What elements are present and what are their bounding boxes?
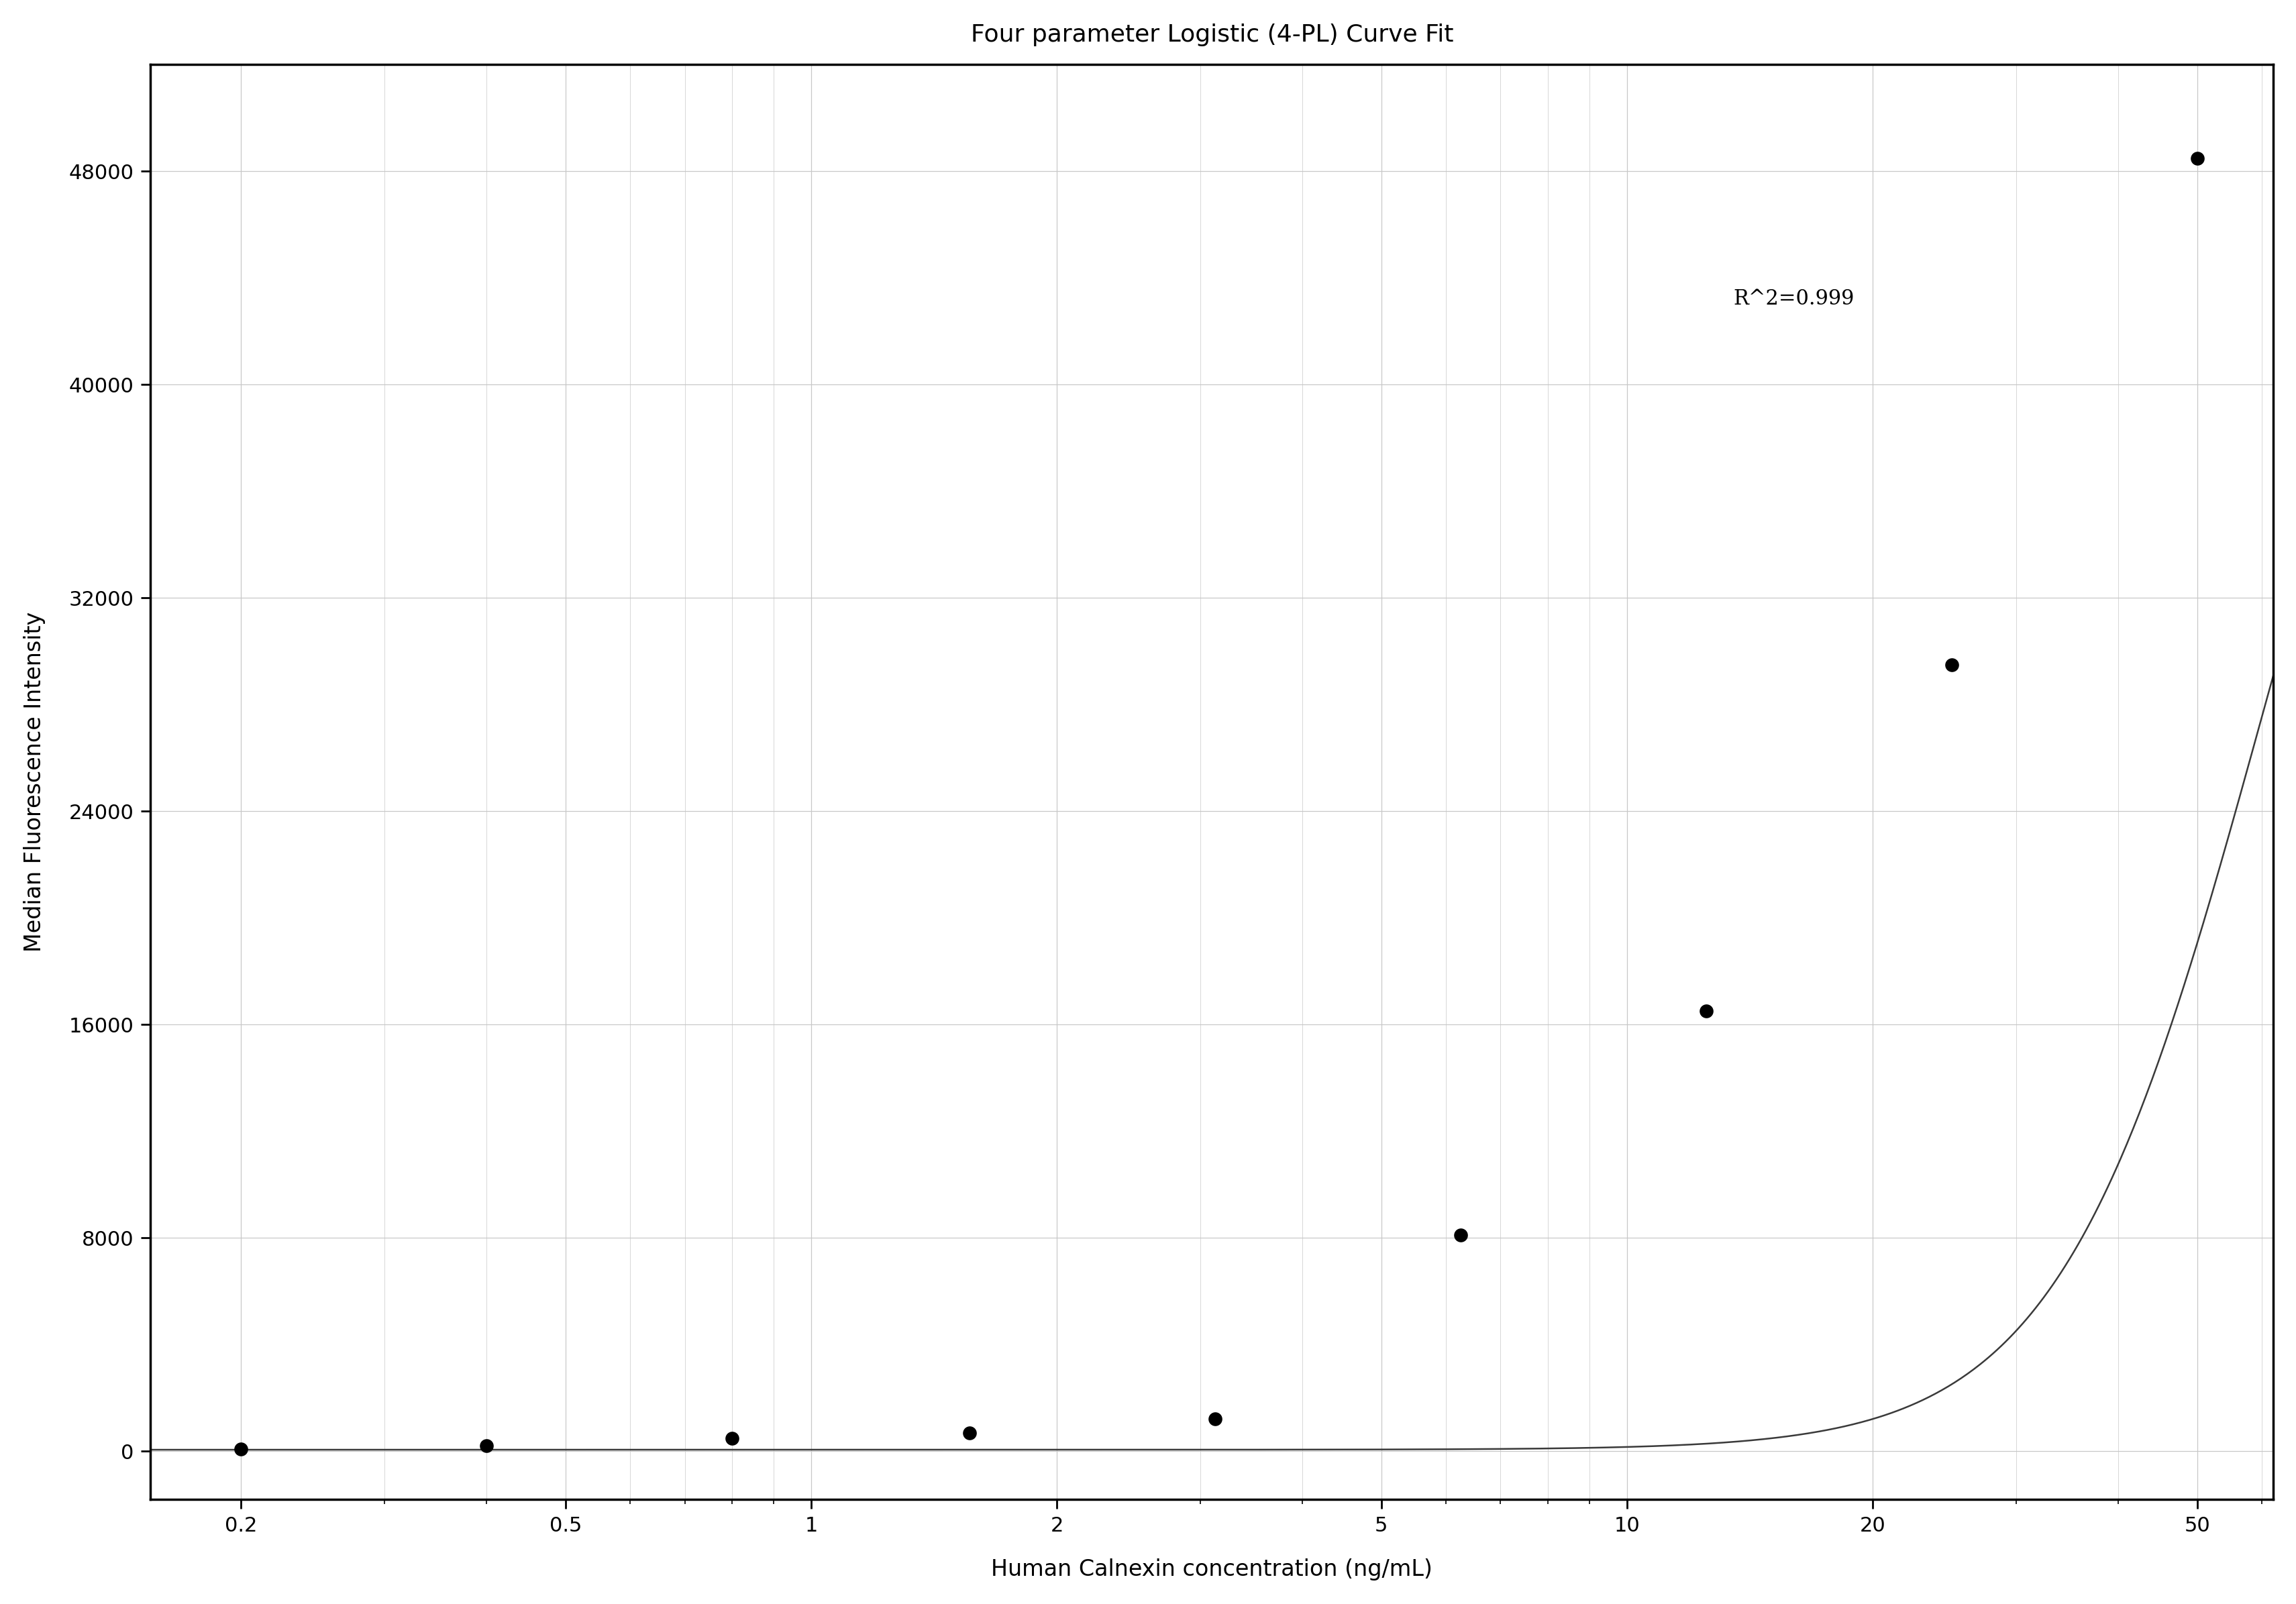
Point xyxy=(1688,998,1724,1023)
Point xyxy=(1196,1407,1233,1432)
Point xyxy=(714,1426,751,1452)
Point xyxy=(468,1432,505,1458)
Text: R^2=0.999: R^2=0.999 xyxy=(1733,289,1853,310)
Point xyxy=(1442,1222,1479,1248)
Y-axis label: Median Fluorescence Intensity: Median Fluorescence Intensity xyxy=(23,611,46,953)
Point xyxy=(951,1420,987,1445)
X-axis label: Human Calnexin concentration (ng/mL): Human Calnexin concentration (ng/mL) xyxy=(992,1559,1433,1580)
Point xyxy=(1933,651,1970,677)
Title: Four parameter Logistic (4-PL) Curve Fit: Four parameter Logistic (4-PL) Curve Fit xyxy=(971,24,1453,47)
Point xyxy=(223,1436,259,1461)
Point xyxy=(2179,146,2216,172)
